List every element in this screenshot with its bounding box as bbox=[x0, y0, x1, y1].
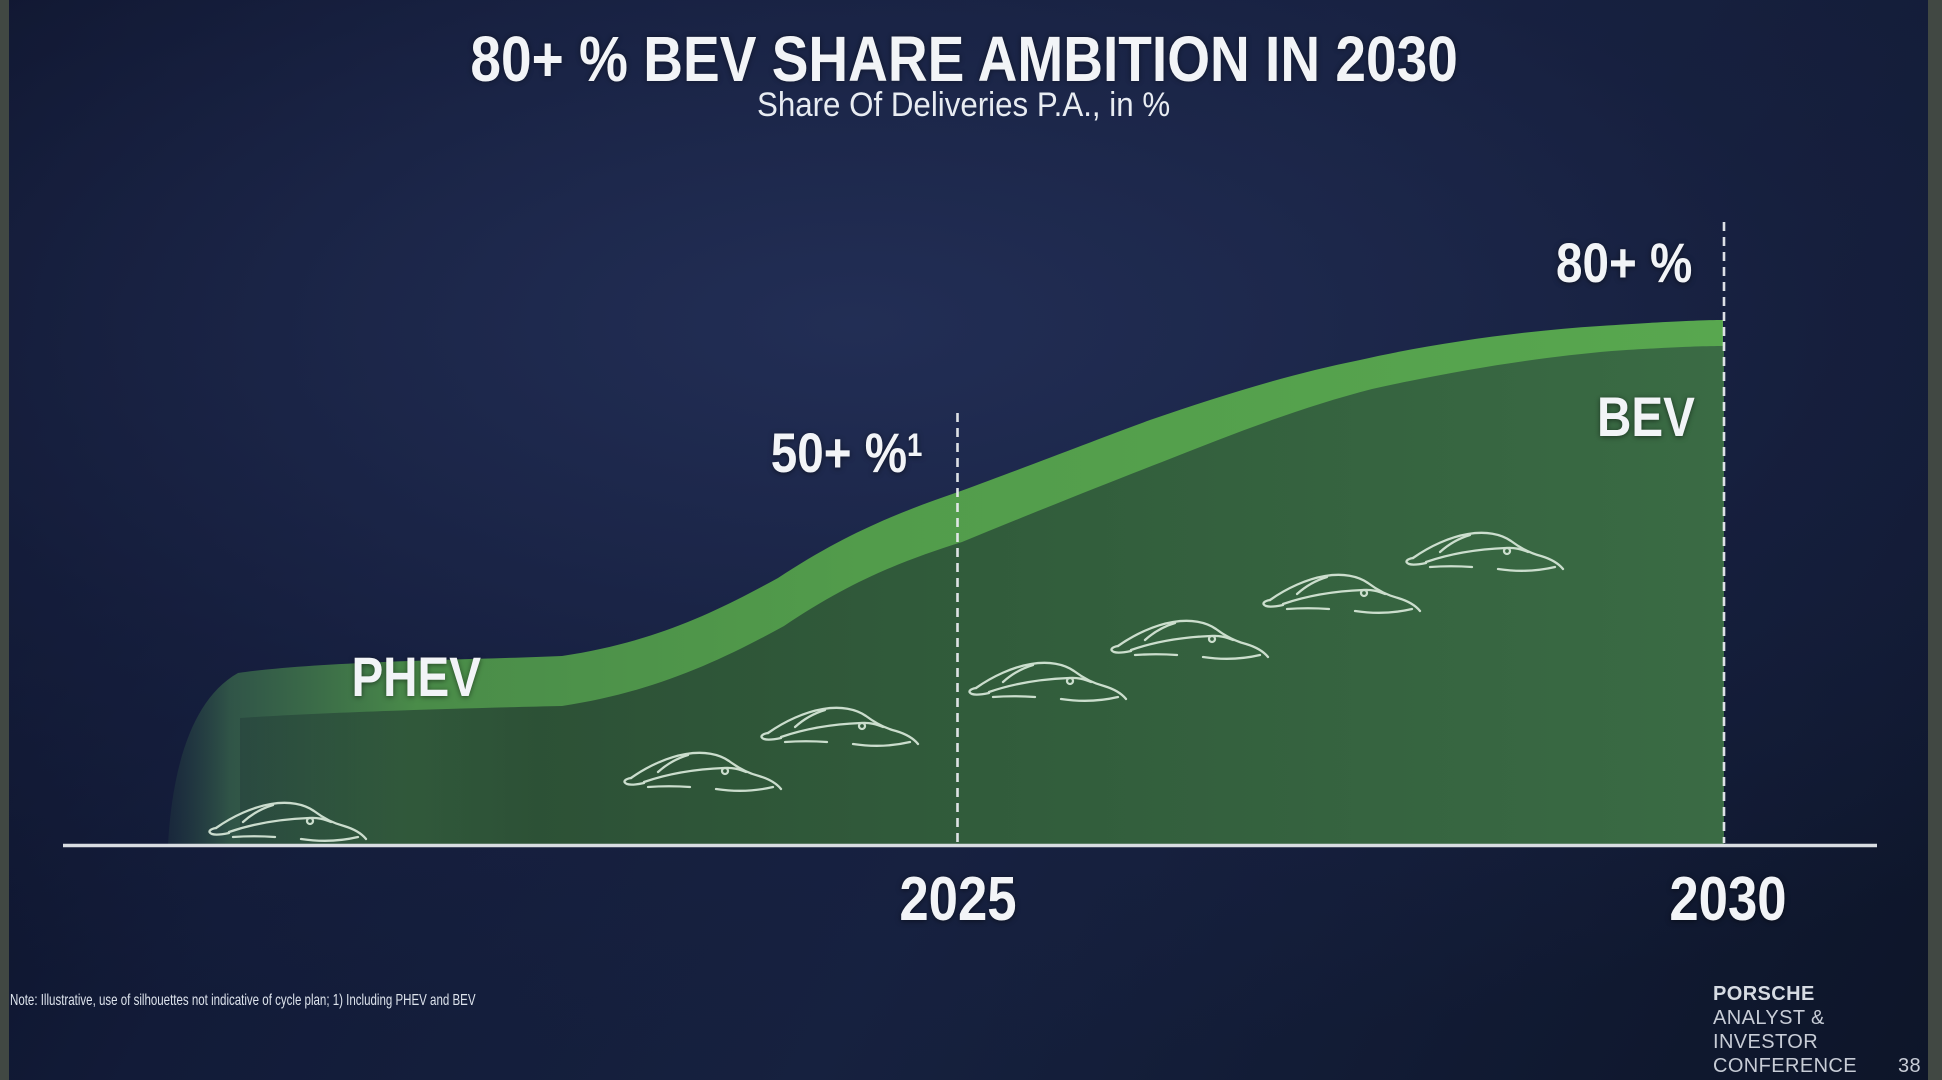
page-title-text: 80+ % BEV SHARE AMBITION IN 2030 bbox=[470, 23, 1458, 95]
page-subtitle-text: Share Of Deliveries P.A., in % bbox=[757, 86, 1171, 124]
phev-series-label: PHEV bbox=[351, 645, 481, 708]
milestone-2025-label: 50+ %1 bbox=[744, 420, 922, 485]
car-silhouette-3 bbox=[760, 706, 920, 747]
car-silhouette-4 bbox=[968, 661, 1128, 702]
right-edge-strip bbox=[1928, 0, 1942, 1080]
phev-band-area bbox=[168, 320, 1723, 845]
x-tick-2030: 2030 bbox=[1669, 865, 1787, 934]
page-title: 80+ % BEV SHARE AMBITION IN 2030 bbox=[0, 22, 1928, 96]
footer-brand: PORSCHE bbox=[1713, 983, 1815, 1005]
milestone-2025-value: 50+ % bbox=[770, 421, 907, 484]
x-tick-2025: 2025 bbox=[899, 865, 1017, 934]
car-silhouette-7 bbox=[1405, 531, 1565, 572]
milestone-2025-footnote-ref: 1 bbox=[906, 426, 922, 463]
page-number: 38 bbox=[1897, 1055, 1921, 1077]
car-silhouette-1 bbox=[208, 801, 368, 842]
bev-series-label: BEV bbox=[1597, 385, 1695, 448]
footnote: Note: Illustrative, use of silhouettes n… bbox=[10, 992, 476, 1009]
footer-brand-block: PORSCHE ANALYST & INVESTOR CONFERENCE 38 bbox=[1713, 982, 1921, 1078]
left-edge-strip bbox=[0, 0, 9, 1080]
footer-line3: CONFERENCE bbox=[1713, 1055, 1858, 1077]
milestone-2030-label: 80+ % bbox=[1555, 231, 1692, 294]
car-silhouette-5 bbox=[1110, 619, 1270, 660]
car-silhouette-6 bbox=[1262, 573, 1422, 614]
car-silhouette-2 bbox=[623, 751, 783, 792]
bev-area bbox=[240, 346, 1724, 845]
footer-line2: ANALYST & INVESTOR bbox=[1713, 1007, 1825, 1053]
page-subtitle: Share Of Deliveries P.A., in % bbox=[0, 86, 1928, 125]
